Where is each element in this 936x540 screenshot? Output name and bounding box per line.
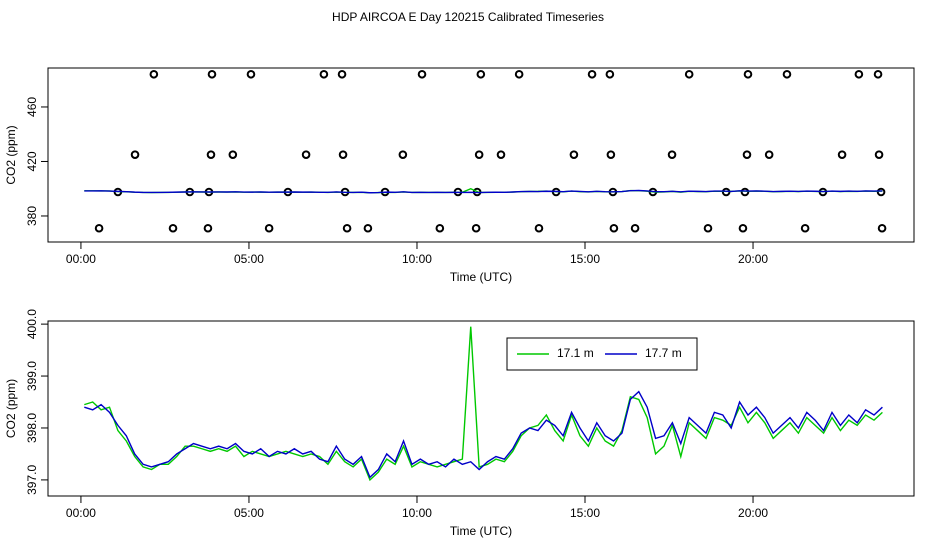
data-point (130, 150, 140, 159)
data-point (630, 223, 640, 233)
data-point (342, 223, 352, 233)
data-point (609, 223, 619, 233)
data-point (873, 69, 883, 79)
data-point (496, 150, 506, 159)
data-point (684, 69, 694, 79)
data-point (703, 223, 713, 233)
data-point (874, 150, 884, 159)
data-point (606, 150, 616, 159)
x-tick-label: 10:00 (402, 252, 432, 266)
x-tick-label: 00:00 (66, 506, 96, 520)
x-tick-label: 05:00 (234, 252, 264, 266)
data-point (301, 150, 311, 159)
data-point (149, 69, 159, 79)
data-point (207, 69, 217, 79)
data-point (228, 150, 238, 159)
data-point (476, 69, 486, 79)
y-axis-label: CO2 (ppm) (4, 379, 18, 438)
data-point (534, 223, 544, 233)
y-tick-label: 380 (25, 206, 39, 226)
x-tick-label: 10:00 (402, 506, 432, 520)
data-point (319, 69, 329, 79)
data-point (417, 69, 427, 79)
data-point (782, 69, 792, 79)
data-point (363, 223, 373, 233)
series-line (84, 326, 883, 482)
x-tick-label: 20:00 (738, 252, 768, 266)
data-point (877, 223, 887, 233)
y-tick-label: 420 (25, 151, 39, 171)
data-point (605, 69, 615, 79)
data-point (738, 223, 748, 233)
data-point (471, 223, 481, 233)
y-tick-label: 399.0 (25, 361, 39, 391)
series-line (84, 189, 883, 194)
data-point (800, 223, 810, 233)
data-point (338, 150, 348, 159)
data-point (514, 69, 524, 79)
series-line (84, 390, 883, 479)
x-tick-label: 00:00 (66, 252, 96, 266)
data-point (837, 150, 847, 159)
legend-label: 17.7 m (645, 346, 682, 360)
data-point (168, 223, 178, 233)
data-point (474, 150, 484, 159)
data-point (337, 69, 347, 79)
legend-box (506, 337, 698, 371)
x-tick-label: 15:00 (570, 252, 600, 266)
y-tick-label: 398.0 (25, 413, 39, 443)
y-tick-label: 460 (25, 97, 39, 117)
data-point (94, 223, 104, 233)
data-point (854, 69, 864, 79)
y-tick-label: 400.0 (25, 309, 39, 339)
data-point (667, 150, 677, 159)
page-title: HDP AIRCOA E Day 120215 Calibrated Times… (332, 10, 604, 24)
data-point (203, 223, 213, 233)
data-point (876, 187, 886, 197)
data-point (435, 223, 445, 233)
plot-frame (47, 67, 915, 243)
data-point (206, 150, 216, 159)
plot-frame (47, 320, 915, 497)
data-point (398, 150, 408, 159)
data-point (743, 69, 753, 79)
x-axis-label: Time (UTC) (450, 524, 512, 538)
x-tick-label: 20:00 (738, 506, 768, 520)
data-point (264, 223, 274, 233)
data-point (742, 150, 752, 159)
data-point (587, 69, 597, 79)
x-tick-label: 05:00 (234, 506, 264, 520)
data-point (740, 187, 750, 197)
data-point (246, 69, 256, 79)
y-axis-label: CO2 (ppm) (4, 125, 18, 184)
data-point (764, 150, 774, 159)
x-axis-label: Time (UTC) (450, 270, 512, 284)
x-tick-label: 15:00 (570, 506, 600, 520)
y-tick-label: 397.0 (25, 465, 39, 495)
data-point (569, 150, 579, 159)
legend-label: 17.1 m (557, 346, 594, 360)
